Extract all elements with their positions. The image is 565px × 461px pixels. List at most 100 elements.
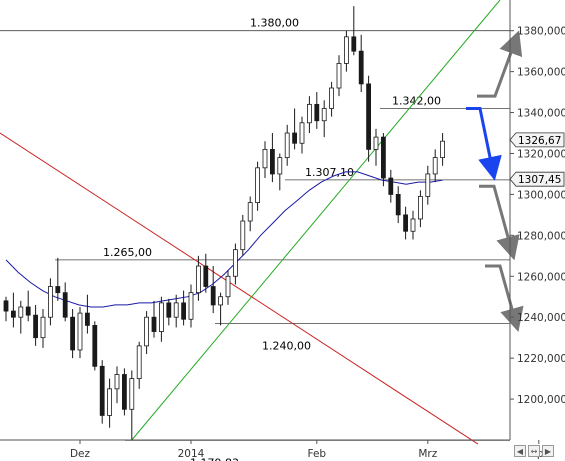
candle <box>240 214 246 256</box>
candle <box>232 243 238 285</box>
candle <box>85 294 90 334</box>
candle-body <box>410 218 416 232</box>
candle-body <box>25 306 31 316</box>
candle <box>195 255 201 301</box>
candle-body <box>195 265 201 294</box>
candle-body <box>255 167 261 204</box>
candle <box>343 30 349 72</box>
candle <box>188 284 194 328</box>
candle <box>351 6 357 56</box>
level-label: 1.240,00 <box>262 339 311 352</box>
candle <box>255 161 261 211</box>
candle <box>277 153 283 191</box>
y-tick-label: 1200,000 <box>517 394 565 406</box>
candle-body <box>136 345 142 380</box>
candle-body <box>181 302 187 320</box>
candle <box>210 266 216 314</box>
candle-body <box>203 265 209 287</box>
candle-body <box>269 148 275 175</box>
candle <box>99 360 105 424</box>
candle-body <box>321 108 327 122</box>
candle-body <box>210 286 216 306</box>
candle <box>284 124 290 166</box>
price-tags: 1326,67 1307,45 <box>509 132 565 187</box>
candle <box>129 370 135 440</box>
price-tag-label: 1307,45 <box>518 174 561 186</box>
candle-body <box>114 374 120 390</box>
scroll-left-button[interactable]: ◀ <box>514 445 526 457</box>
candle-body <box>225 275 231 298</box>
candle <box>395 186 401 224</box>
candle-body <box>3 300 9 312</box>
zoom-button[interactable]: ↔ <box>528 445 540 457</box>
down-arrow-2 <box>485 264 524 333</box>
candle <box>329 81 335 117</box>
candle-body <box>403 214 409 232</box>
scroll-right-button[interactable]: ▶ <box>542 445 554 457</box>
candle-body <box>247 202 253 222</box>
candle <box>321 100 327 138</box>
candle-body <box>85 312 90 326</box>
candle <box>70 309 75 359</box>
candle <box>107 378 112 428</box>
candle <box>306 96 312 134</box>
candle <box>269 133 275 183</box>
candle <box>55 257 61 301</box>
candle <box>10 292 16 328</box>
candle-body <box>10 310 16 318</box>
trend-lines <box>0 0 501 445</box>
candle <box>122 368 127 416</box>
plot-background <box>0 0 510 440</box>
candle-body <box>151 316 157 332</box>
level-label: 1.380,00 <box>250 17 299 30</box>
candle <box>181 290 187 326</box>
level-label: 1.307,10 <box>305 166 354 179</box>
candle-body <box>425 173 431 197</box>
candle-body <box>144 316 150 347</box>
price-tag-label: 1326,67 <box>518 135 561 147</box>
candle-body <box>173 302 179 318</box>
candle <box>203 253 209 293</box>
down-arrow-blue <box>466 106 502 181</box>
candle <box>417 190 423 228</box>
candle-body <box>77 312 83 351</box>
candle-body <box>70 316 75 351</box>
level-label: 1.179,83 <box>190 456 239 461</box>
up-arrow <box>477 30 523 98</box>
candle <box>114 366 120 404</box>
candle <box>77 306 83 359</box>
candle-body <box>336 63 342 89</box>
candle <box>314 92 320 129</box>
candle <box>144 311 150 355</box>
candle <box>3 296 9 322</box>
resistance-trend-line <box>0 132 479 445</box>
y-tick-label: 1260,000 <box>517 271 565 283</box>
candle <box>299 116 305 154</box>
candle-body <box>306 103 312 124</box>
candle-body <box>232 249 238 277</box>
candle <box>425 165 431 205</box>
candle-body <box>417 196 423 220</box>
price-tag: 1307,45 <box>509 171 565 187</box>
candle-body <box>122 374 127 410</box>
candle <box>373 128 379 166</box>
down-arrow-1 <box>479 184 520 261</box>
price-tag-box <box>509 171 565 187</box>
x-tick-label: Dez <box>70 448 91 460</box>
projection-arrows <box>466 30 524 333</box>
candle <box>40 309 46 348</box>
candle <box>440 133 446 166</box>
candle-body <box>373 136 379 150</box>
candle <box>380 133 386 187</box>
candle-body <box>432 157 438 175</box>
y-tick-label: 1360,000 <box>517 67 565 79</box>
candle <box>432 149 438 183</box>
candle <box>92 321 98 371</box>
price-tag: 1326,67 <box>509 132 565 148</box>
candle-body <box>314 103 320 122</box>
candle-body <box>380 136 386 179</box>
candle <box>48 278 53 326</box>
candle <box>388 169 394 203</box>
candle-body <box>158 302 164 332</box>
candle <box>358 34 364 93</box>
